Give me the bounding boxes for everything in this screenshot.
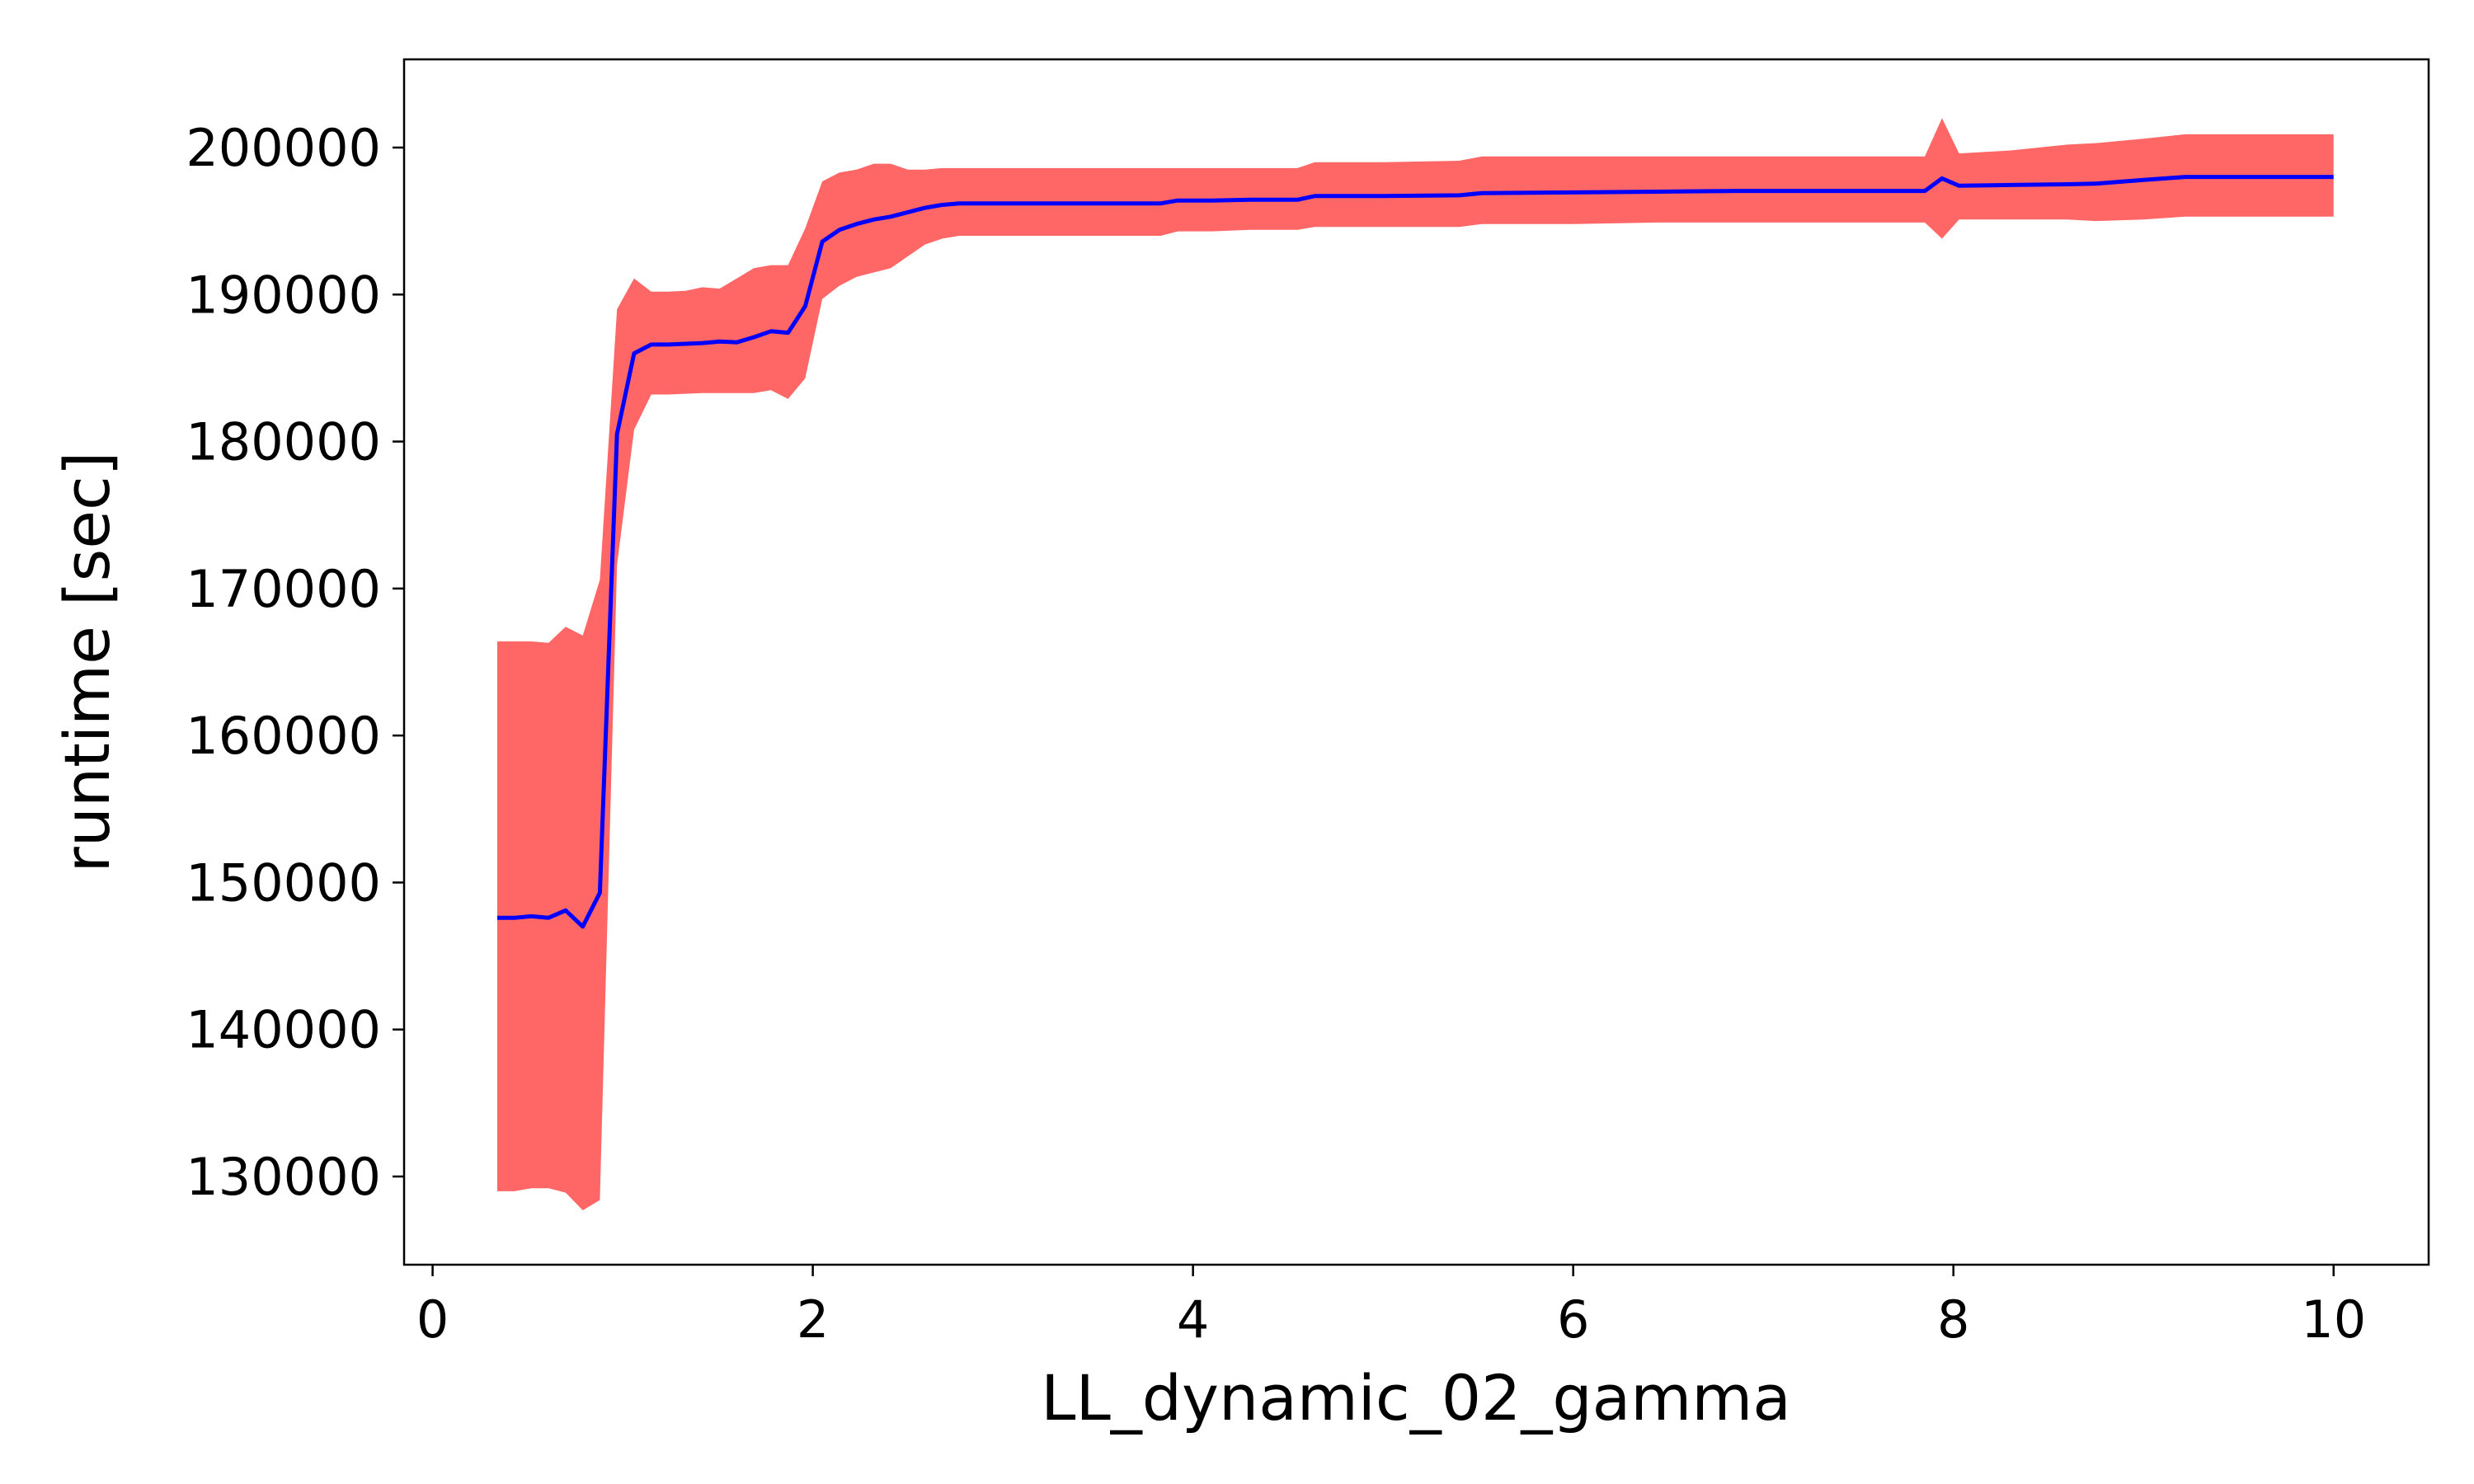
mean-line-layer — [497, 175, 2334, 929]
y-tick-label: 160000 — [186, 706, 381, 766]
mean-line — [497, 175, 2334, 929]
y-axis: 130000 140000 150000 160000 170000 180000 1900… — [186, 118, 404, 1207]
y-tick-label: 130000 — [186, 1147, 381, 1207]
x-tick-label: 8 — [1937, 1289, 1969, 1350]
x-tick-label: 0 — [416, 1289, 449, 1350]
x-axis: 0 2 4 6 8 10 — [416, 1265, 2366, 1350]
x-tick-label: 6 — [1557, 1289, 1589, 1350]
x-axis-label: LL_dynamic_02_gamma — [1041, 1361, 1791, 1435]
y-axis-label: runtime [sec] — [50, 452, 124, 873]
y-tick-label: 140000 — [186, 1000, 381, 1060]
plot-frame — [402, 58, 2430, 1266]
y-tick-label: 150000 — [186, 852, 381, 913]
x-tick-label: 10 — [2301, 1289, 2366, 1350]
x-tick-label: 4 — [1177, 1289, 1209, 1350]
x-tick-label: 2 — [797, 1289, 829, 1350]
y-tick-label: 170000 — [186, 559, 381, 619]
y-tick-label: 200000 — [186, 118, 381, 178]
y-tick-label: 190000 — [186, 265, 381, 325]
y-tick-label: 180000 — [186, 412, 381, 472]
